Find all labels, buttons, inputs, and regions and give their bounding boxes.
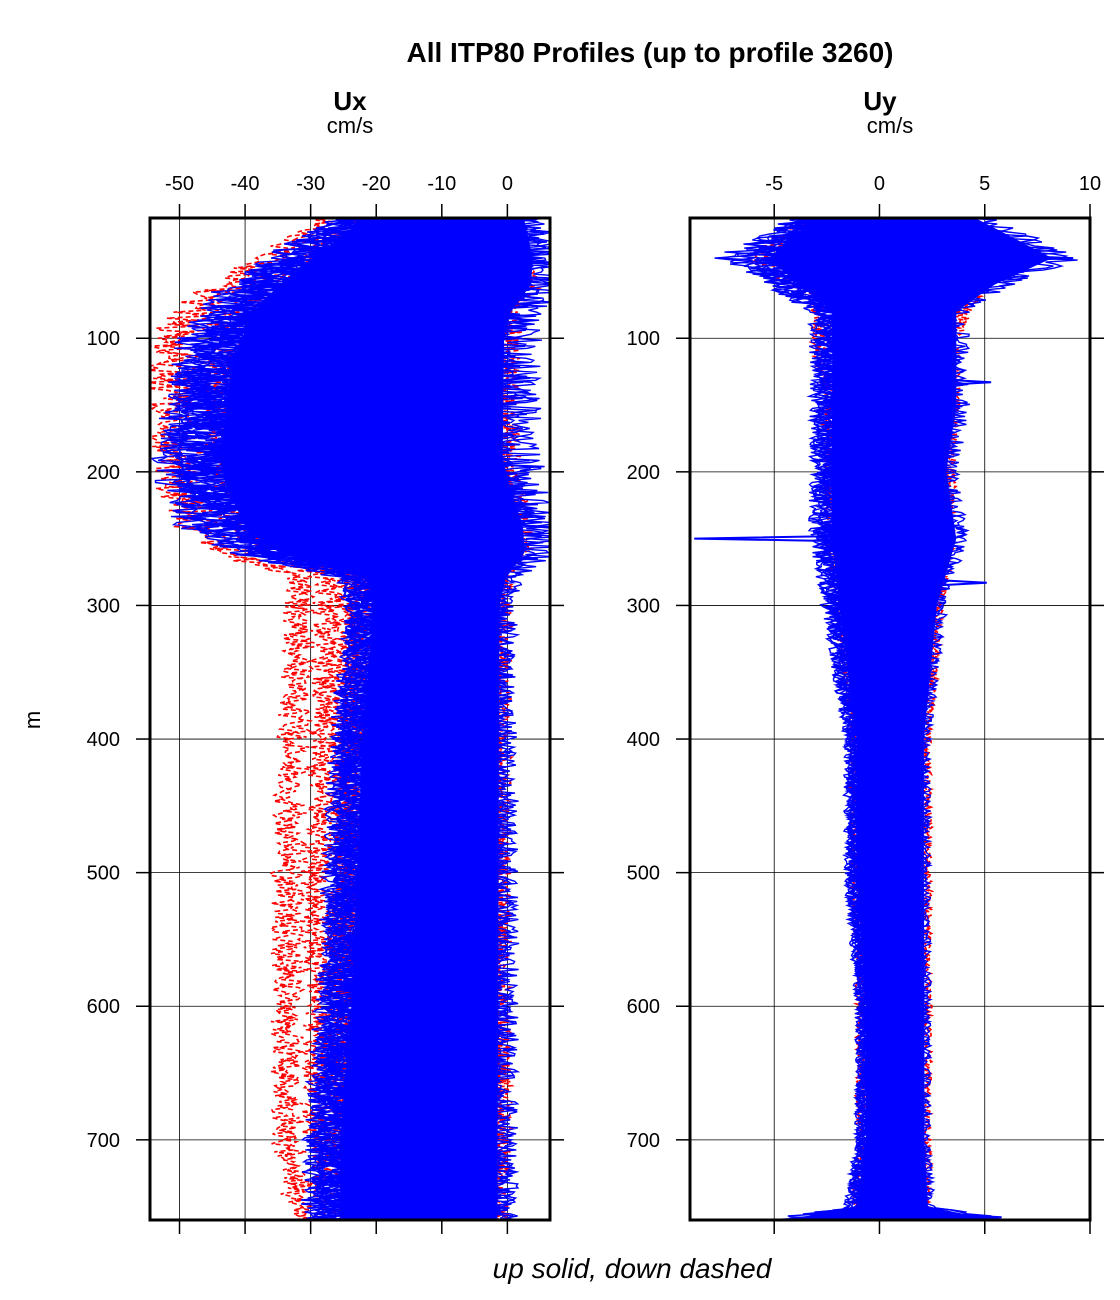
panel-uy-axes: -5 0 5 10 100 200 300 400 500 600 700 (627, 173, 1104, 1234)
panel-uy-up-profile-38 (812, 218, 887, 1220)
panel-ux-units: cm/s (327, 113, 373, 138)
panel-uy-spike-1 (967, 253, 1074, 264)
panel-uy-xtick-label-2: 5 (979, 173, 990, 195)
panel-ux-typical-profile-2 (233, 218, 411, 1220)
panel-ux-up-profile-49 (198, 218, 387, 1220)
panel-ux-ytick-label-6: 700 (87, 1130, 120, 1152)
panel-ux-ytick-label-3: 400 (87, 729, 120, 751)
panel-ux-up-profile-53 (485, 218, 550, 1220)
panel-uy-xtick-label-1: 0 (874, 173, 885, 195)
panel-ux-ytick-label-2: 300 (87, 595, 120, 617)
panel-ux-frame (148, 216, 552, 1222)
panel-uy-up-profile-44 (916, 218, 1078, 1220)
panel-uy-title: Uy (863, 86, 897, 116)
y-axis-label: m (20, 711, 45, 729)
panel-uy-ytick-label-4: 500 (627, 863, 660, 885)
panel-ux-axes: -50 -40 -30 -20 -10 0 100 200 300 400 500 600 700 (87, 173, 564, 1234)
chart-title: All ITP80 Profiles (up to profile 3260) (407, 37, 894, 68)
panel-ux: Ux cm/s -50 -40 -30 -20 -10 0 100 200 300 400 500 6… (87, 86, 564, 1234)
panel-ux-up-profile-54 (475, 218, 550, 1220)
panel-ux-xtick-label-2: -30 (296, 173, 325, 195)
panel-ux-ytick-label-4: 500 (87, 863, 120, 885)
panel-ux-ytick-label-5: 600 (87, 996, 120, 1018)
panel-ux-up-profile-52 (219, 218, 397, 1220)
panel-ux-up-profile-51 (335, 218, 454, 1220)
panel-ux-xtick-label-3: -20 (362, 173, 391, 195)
panel-ux-xtick-label-0: -50 (165, 173, 194, 195)
panel-ux-up-profile-59 (354, 218, 462, 1220)
panel-ux-up-profile-57 (267, 218, 417, 1220)
panel-ux-typical-profile-3 (176, 218, 381, 1220)
panel-uy-ytick-label-5: 600 (627, 996, 660, 1018)
panel-uy-spike-0 (694, 533, 920, 544)
panel-uy-spike-3 (911, 577, 987, 588)
panel-ux-up-profile-56 (487, 218, 550, 1220)
panel-ux-down-profile-17 (204, 218, 363, 1220)
panel-ux-ytick-label-1: 200 (87, 462, 120, 484)
panel-uy-ytick-label-6: 700 (627, 1130, 660, 1152)
panel-uy-ytick-label-1: 200 (627, 462, 660, 484)
panel-uy-typical-profile-1 (851, 218, 897, 1220)
panel-ux-typical-profile-1 (344, 218, 460, 1220)
panel-uy-units: cm/s (867, 113, 913, 138)
panel-ux-up-profile-58 (183, 218, 376, 1220)
panel-uy-up-profile-58 (721, 218, 868, 1220)
panel-ux-title: Ux (333, 86, 367, 116)
panel-ux-up-profile-48 (411, 218, 503, 1220)
panel-uy-up-profile-59 (788, 218, 881, 1220)
panel-ux-xtick-label-5: 0 (502, 173, 513, 195)
panel-ux-xtick-label-1: -40 (231, 173, 260, 195)
panel-ux-data (150, 218, 550, 1220)
panel-uy-ytick-label-3: 400 (627, 729, 660, 751)
panel-uy-xtick-label-0: -5 (765, 173, 783, 195)
panel-uy-spike-2 (919, 377, 992, 388)
panel-uy-frame (688, 216, 1092, 1222)
chart-footer: up solid, down dashed (493, 1253, 773, 1284)
panel-uy-xtick-label-3: 10 (1079, 173, 1101, 195)
panel-uy-up-profile-50 (893, 218, 974, 1220)
panel-ux-xtick-label-4: -10 (427, 173, 456, 195)
panel-uy-ytick-label-0: 100 (627, 328, 660, 350)
panel-uy: Uy cm/s -5 0 5 10 100 200 300 400 500 600 700 (627, 86, 1104, 1234)
panel-uy-data (694, 218, 1078, 1220)
panel-ux-typical-profile-0 (449, 218, 499, 1220)
panel-ux-ytick-label-0: 100 (87, 328, 120, 350)
panel-uy-ytick-label-2: 300 (627, 595, 660, 617)
panel-uy-typical-profile-0 (882, 218, 907, 1220)
